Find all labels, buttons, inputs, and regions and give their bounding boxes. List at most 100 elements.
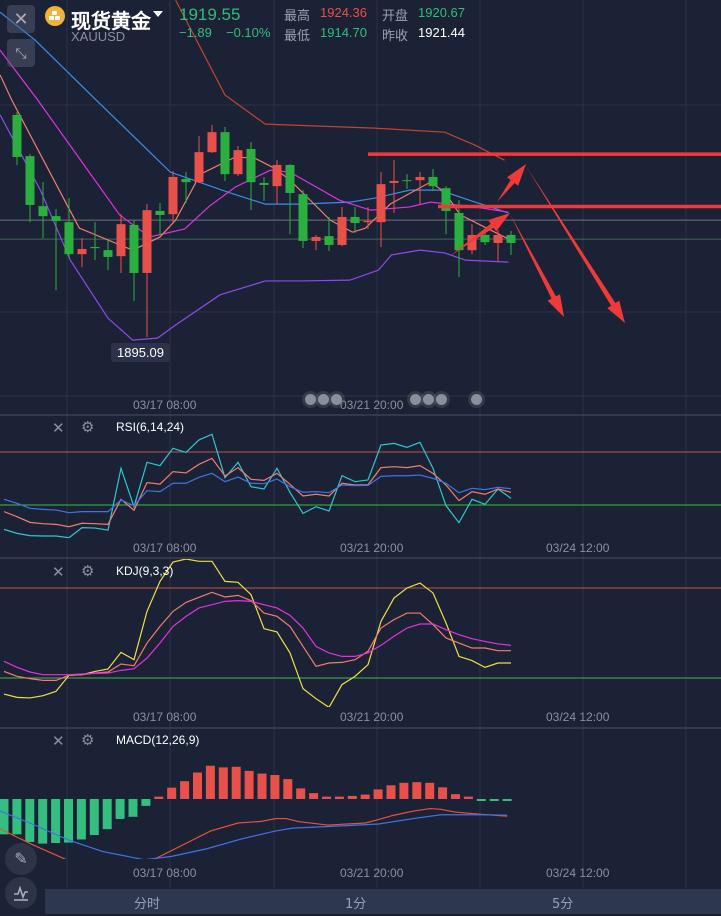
macd-histogram-bar: [64, 799, 73, 843]
macd-histogram-bar: [0, 799, 9, 835]
macd-histogram-bar: [386, 785, 396, 799]
macd-histogram-bar: [25, 799, 35, 842]
x-tick-label: 03/17 08:00: [133, 398, 197, 412]
page-dot[interactable]: [305, 394, 316, 405]
candle: [103, 240, 113, 271]
candle: [428, 168, 438, 191]
macd-histogram-bar: [360, 794, 370, 799]
arrow-annotation: [497, 164, 526, 202]
open-value: 1920.67: [418, 5, 465, 20]
candle-body: [51, 216, 61, 221]
x-tick-label: 03/21 20:00: [340, 398, 404, 412]
candle: [363, 206, 373, 229]
candle: [233, 146, 243, 177]
x-tick-label: 03/17 08:00: [133, 541, 197, 555]
page-dot[interactable]: [423, 394, 434, 405]
annotations: [368, 152, 721, 323]
macd-histogram-bar: [257, 773, 267, 799]
macd-histogram-bar: [231, 766, 241, 799]
macd-histogram-bar: [244, 770, 254, 799]
low-value: 1914.70: [320, 25, 367, 40]
macd-dea-line: [0, 810, 508, 859]
page-indicator[interactable]: [305, 394, 482, 405]
settings-icon[interactable]: ⚙: [81, 419, 95, 436]
macd-histogram-bar: [180, 781, 190, 799]
page-dot[interactable]: [318, 394, 329, 405]
page-dot[interactable]: [410, 394, 421, 405]
page-dot[interactable]: [331, 394, 342, 405]
candle: [285, 164, 295, 235]
candle: [493, 230, 503, 261]
macd-histogram-bar: [205, 765, 215, 799]
kdj-title: KDJ(9,3,3): [116, 564, 174, 578]
settings-icon[interactable]: ⚙: [81, 732, 95, 749]
macd-histogram-bar: [128, 799, 138, 817]
macd-histogram-bar: [218, 767, 228, 799]
candle-body: [233, 150, 243, 175]
kdj-k-line: [3, 591, 511, 682]
candle: [402, 174, 412, 189]
candle-body: [454, 212, 464, 251]
candle-body: [142, 210, 152, 273]
candle-body: [480, 234, 490, 243]
instrument-symbol: XAUUSD: [71, 29, 126, 44]
candle-body: [90, 246, 100, 249]
candle-body: [38, 206, 48, 217]
period-tabs: 分时 1分 5分: [45, 889, 721, 914]
close-indicator-icon[interactable]: ✕: [52, 564, 65, 581]
candle-body: [246, 148, 256, 183]
candle: [259, 176, 269, 201]
candle-body: [194, 152, 204, 183]
indicator-icon: [14, 885, 28, 901]
macd-histogram-bar: [193, 772, 202, 799]
candle: [376, 172, 386, 247]
candle-body: [415, 176, 425, 181]
tab-timeshare[interactable]: 分时: [134, 897, 161, 912]
instrument-name[interactable]: 现货黄金: [71, 9, 151, 33]
last-price: 1919.55: [179, 5, 241, 24]
macd-histogram-bar: [102, 799, 112, 830]
macd-histogram-bar: [322, 796, 331, 799]
macd-histogram-bar: [12, 799, 22, 835]
tab-1min[interactable]: 1分: [345, 897, 367, 912]
candle-body: [311, 236, 321, 241]
page-dot[interactable]: [471, 394, 482, 405]
candle: [337, 206, 347, 247]
low-marker-label: 1895.09: [111, 343, 170, 362]
macd-histogram-bar: [451, 794, 460, 799]
macd-title: MACD(12,26,9): [116, 733, 200, 747]
macd-chart: [0, 765, 512, 859]
pencil-icon: ✎: [14, 851, 28, 868]
candle: [311, 234, 321, 251]
arrow-annotation: [526, 166, 625, 323]
rsi-title: RSI(6,14,24): [116, 420, 185, 434]
settings-icon[interactable]: ⚙: [81, 563, 95, 580]
pencil-button[interactable]: ✎: [5, 843, 37, 875]
tab-5min[interactable]: 5分: [552, 897, 574, 912]
candle-body: [467, 234, 477, 251]
high-label: 最高: [284, 9, 311, 24]
page-dot[interactable]: [436, 394, 447, 405]
candle: [51, 208, 61, 291]
x-tick-label: 03/21 20:00: [340, 541, 404, 555]
upper-band-line: [175, 0, 505, 161]
macd-histogram-bar: [502, 799, 512, 801]
chevron-down-icon[interactable]: [153, 11, 163, 17]
close-indicator-icon[interactable]: ✕: [52, 420, 65, 437]
collapse-button[interactable]: ⤡: [7, 39, 35, 67]
x-tick-label: 03/17 08:00: [133, 710, 197, 724]
close-button[interactable]: ✕: [7, 5, 35, 33]
indicator-button[interactable]: [5, 877, 37, 909]
close-indicator-icon[interactable]: ✕: [52, 733, 65, 750]
candle-body: [506, 234, 516, 243]
candle-body: [103, 250, 113, 257]
candle: [246, 142, 256, 211]
candle-body: [259, 182, 269, 185]
price-change-percent: −0.10%: [226, 25, 271, 40]
candle-body: [324, 236, 334, 245]
candle: [77, 238, 87, 267]
candle: [38, 182, 48, 239]
macd-histogram-bar: [167, 787, 177, 799]
candle-body: [12, 114, 22, 157]
